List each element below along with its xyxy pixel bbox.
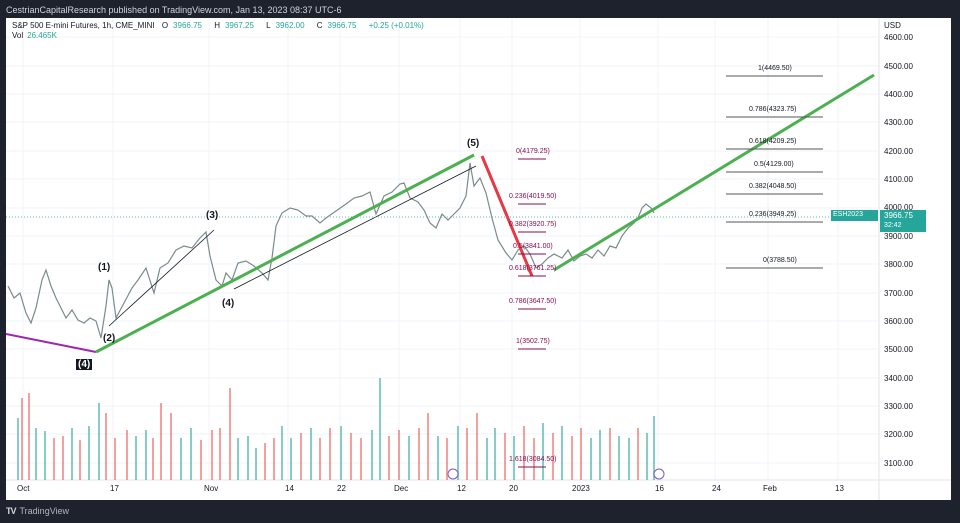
chart-legend: S&P 500 E-mini Futures, 1h, CME_MINI O 39… bbox=[12, 21, 424, 40]
fib-label: 1.618(3084.50) bbox=[509, 456, 557, 463]
last-price-badge bbox=[880, 210, 926, 232]
symbol-name: S&P 500 E-mini Futures, 1h, CME_MINI bbox=[12, 21, 155, 30]
bar-countdown: 32:42 bbox=[884, 222, 902, 229]
brand-name: TradingView bbox=[19, 506, 70, 516]
price-axis[interactable]: USD 4600.00 4500.00 4400.00 4300.00 4200… bbox=[884, 21, 913, 468]
wave-label-4: (4) bbox=[222, 298, 235, 309]
wave-label-3: (3) bbox=[206, 210, 219, 221]
price-series bbox=[7, 162, 655, 339]
fib-label: 0.236(4019.50) bbox=[509, 193, 557, 200]
tradingview-logo-icon: TV bbox=[6, 506, 16, 516]
black-channel-2 bbox=[233, 165, 477, 290]
chart-frame[interactable]: S&P 500 E-mini Futures, 1h, CME_MINI O 39… bbox=[6, 18, 951, 500]
green-trendline-2 bbox=[553, 73, 875, 272]
wave-label-5: (5) bbox=[467, 138, 480, 149]
fib-label: 0.382(3920.75) bbox=[509, 221, 557, 228]
wave-label-degree-4: (4) bbox=[76, 359, 93, 370]
fib-ext-label: 0.786(4323.75) bbox=[749, 106, 797, 113]
purple-trendline bbox=[6, 333, 97, 353]
fib-label: 0.786(3647.50) bbox=[509, 298, 557, 305]
wave-label-1: (1) bbox=[98, 262, 111, 273]
fib-ext-label: 0.236(3949.25) bbox=[749, 211, 797, 218]
black-channel-1 bbox=[108, 229, 215, 327]
price-chart[interactable] bbox=[6, 18, 951, 500]
symbol-tag bbox=[831, 210, 878, 221]
volume-value: 26.465K bbox=[27, 31, 57, 40]
grid-lines bbox=[6, 18, 879, 480]
green-trendline-1 bbox=[95, 153, 475, 354]
publisher-line: CestrianCapitalResearch published on Tra… bbox=[6, 5, 342, 15]
time-axis[interactable]: Oct 17 Nov 14 22 Dec 12 20 2023 16 24 Fe… bbox=[17, 484, 844, 493]
fib-label: 1(3502.75) bbox=[516, 338, 550, 345]
event-icon bbox=[447, 468, 459, 480]
volume-bars bbox=[17, 378, 655, 480]
wave-label-2: (2) bbox=[103, 333, 116, 344]
footer: TV TradingView bbox=[6, 506, 69, 516]
fib-ext-label: 0.382(4048.50) bbox=[749, 183, 797, 190]
last-price: 3966.75 bbox=[884, 211, 913, 220]
fib-label: 0.618(3761.25) bbox=[509, 265, 557, 272]
symbol-tag-label: ESH2023 bbox=[833, 211, 863, 218]
red-trendline bbox=[480, 155, 534, 277]
fib-ext-label: 0(3788.50) bbox=[763, 257, 797, 264]
fib-label: 0.5(3841.00) bbox=[513, 243, 553, 250]
fib-ext-label: 0.5(4129.00) bbox=[754, 161, 794, 168]
fib-label: 0(4179.25) bbox=[516, 148, 550, 155]
fib-ext-label: 0.618(4209.25) bbox=[749, 138, 797, 145]
event-icon bbox=[653, 468, 665, 480]
fib-ext-label: 1(4469.50) bbox=[758, 65, 792, 72]
